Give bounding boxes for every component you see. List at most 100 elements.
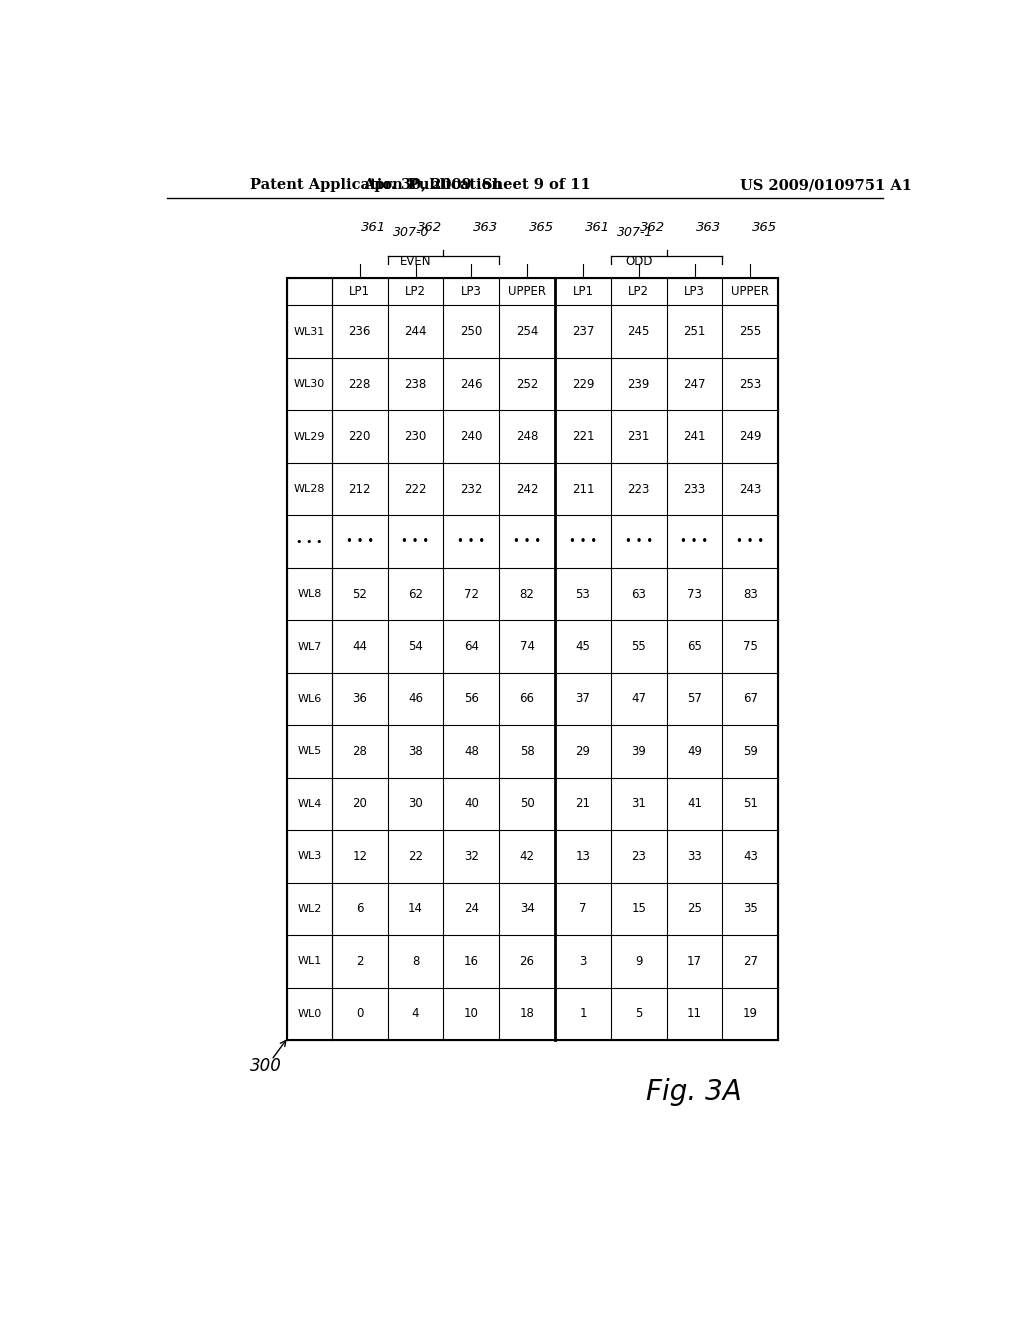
Text: WL6: WL6 <box>297 694 322 704</box>
Text: WL2: WL2 <box>297 904 322 913</box>
Text: 37: 37 <box>575 693 591 705</box>
Text: 24: 24 <box>464 903 479 915</box>
Text: 300: 300 <box>250 1057 282 1074</box>
Text: 22: 22 <box>408 850 423 863</box>
Text: 363: 363 <box>473 222 498 234</box>
Text: 73: 73 <box>687 587 702 601</box>
Text: 44: 44 <box>352 640 368 653</box>
Text: 0: 0 <box>356 1007 364 1020</box>
Text: WL0: WL0 <box>297 1008 322 1019</box>
Text: 253: 253 <box>739 378 762 391</box>
Text: 56: 56 <box>464 693 479 705</box>
Text: • • •: • • • <box>458 535 485 548</box>
Text: 41: 41 <box>687 797 702 810</box>
Text: UPPER: UPPER <box>508 285 546 298</box>
Text: 231: 231 <box>628 430 650 444</box>
Text: EVEN: EVEN <box>399 255 431 268</box>
Text: 53: 53 <box>575 587 590 601</box>
Text: 27: 27 <box>742 954 758 968</box>
Text: WL28: WL28 <box>294 484 325 494</box>
Text: 15: 15 <box>631 903 646 915</box>
Text: LP3: LP3 <box>684 285 705 298</box>
Text: 237: 237 <box>571 325 594 338</box>
Text: • • •: • • • <box>736 535 764 548</box>
Text: LP3: LP3 <box>461 285 481 298</box>
Text: 72: 72 <box>464 587 479 601</box>
Text: • • •: • • • <box>296 537 323 546</box>
Text: 228: 228 <box>348 378 371 391</box>
Text: 249: 249 <box>739 430 762 444</box>
Text: 47: 47 <box>631 693 646 705</box>
Text: 33: 33 <box>687 850 701 863</box>
Text: 229: 229 <box>571 378 594 391</box>
Text: 29: 29 <box>575 744 591 758</box>
Text: 232: 232 <box>460 483 482 495</box>
Text: 13: 13 <box>575 850 591 863</box>
Text: 51: 51 <box>742 797 758 810</box>
Text: WL1: WL1 <box>297 957 322 966</box>
Text: 365: 365 <box>528 222 554 234</box>
Text: 55: 55 <box>632 640 646 653</box>
Text: 247: 247 <box>683 378 706 391</box>
Text: 40: 40 <box>464 797 479 810</box>
Text: 82: 82 <box>520 587 535 601</box>
Text: WL31: WL31 <box>294 327 325 337</box>
Text: 30: 30 <box>409 797 423 810</box>
Text: LP2: LP2 <box>629 285 649 298</box>
Text: 9: 9 <box>635 954 642 968</box>
Text: 243: 243 <box>739 483 762 495</box>
Text: Patent Application Publication: Patent Application Publication <box>251 178 503 193</box>
Text: 10: 10 <box>464 1007 479 1020</box>
Text: 230: 230 <box>404 430 427 444</box>
Text: 254: 254 <box>516 325 539 338</box>
Text: UPPER: UPPER <box>731 285 769 298</box>
Text: 62: 62 <box>408 587 423 601</box>
Text: 244: 244 <box>404 325 427 338</box>
Text: Fig. 3A: Fig. 3A <box>646 1077 741 1106</box>
Text: 59: 59 <box>742 744 758 758</box>
Text: 45: 45 <box>575 640 591 653</box>
Text: 3: 3 <box>580 954 587 968</box>
Text: 18: 18 <box>520 1007 535 1020</box>
Text: 246: 246 <box>460 378 482 391</box>
Text: Apr. 30, 2009  Sheet 9 of 11: Apr. 30, 2009 Sheet 9 of 11 <box>362 178 591 193</box>
Text: 4: 4 <box>412 1007 419 1020</box>
Text: 23: 23 <box>631 850 646 863</box>
Text: 222: 222 <box>404 483 427 495</box>
Text: 36: 36 <box>352 693 368 705</box>
Text: 250: 250 <box>460 325 482 338</box>
Text: LP1: LP1 <box>349 285 371 298</box>
Text: 220: 220 <box>348 430 371 444</box>
Text: 19: 19 <box>742 1007 758 1020</box>
Text: 239: 239 <box>628 378 650 391</box>
Text: 57: 57 <box>687 693 702 705</box>
Text: 67: 67 <box>742 693 758 705</box>
Text: • • •: • • • <box>401 535 430 548</box>
Text: 248: 248 <box>516 430 539 444</box>
Text: 21: 21 <box>575 797 591 810</box>
Text: 7: 7 <box>580 903 587 915</box>
Text: 14: 14 <box>408 903 423 915</box>
Text: • • •: • • • <box>625 535 652 548</box>
Text: 240: 240 <box>460 430 482 444</box>
Text: 66: 66 <box>519 693 535 705</box>
Text: WL5: WL5 <box>297 747 322 756</box>
Text: WL29: WL29 <box>294 432 325 442</box>
Text: 31: 31 <box>631 797 646 810</box>
Text: 43: 43 <box>742 850 758 863</box>
Text: 1: 1 <box>580 1007 587 1020</box>
Text: WL4: WL4 <box>297 799 322 809</box>
Text: • • •: • • • <box>346 535 374 548</box>
Text: 64: 64 <box>464 640 479 653</box>
Text: 251: 251 <box>683 325 706 338</box>
Text: WL30: WL30 <box>294 379 325 389</box>
Text: 34: 34 <box>520 903 535 915</box>
Text: WL7: WL7 <box>297 642 322 652</box>
Text: 221: 221 <box>571 430 594 444</box>
Text: 25: 25 <box>687 903 702 915</box>
Text: 307-1: 307-1 <box>616 226 653 239</box>
Text: 46: 46 <box>408 693 423 705</box>
Text: 362: 362 <box>640 222 666 234</box>
Text: 63: 63 <box>631 587 646 601</box>
Text: US 2009/0109751 A1: US 2009/0109751 A1 <box>740 178 912 193</box>
